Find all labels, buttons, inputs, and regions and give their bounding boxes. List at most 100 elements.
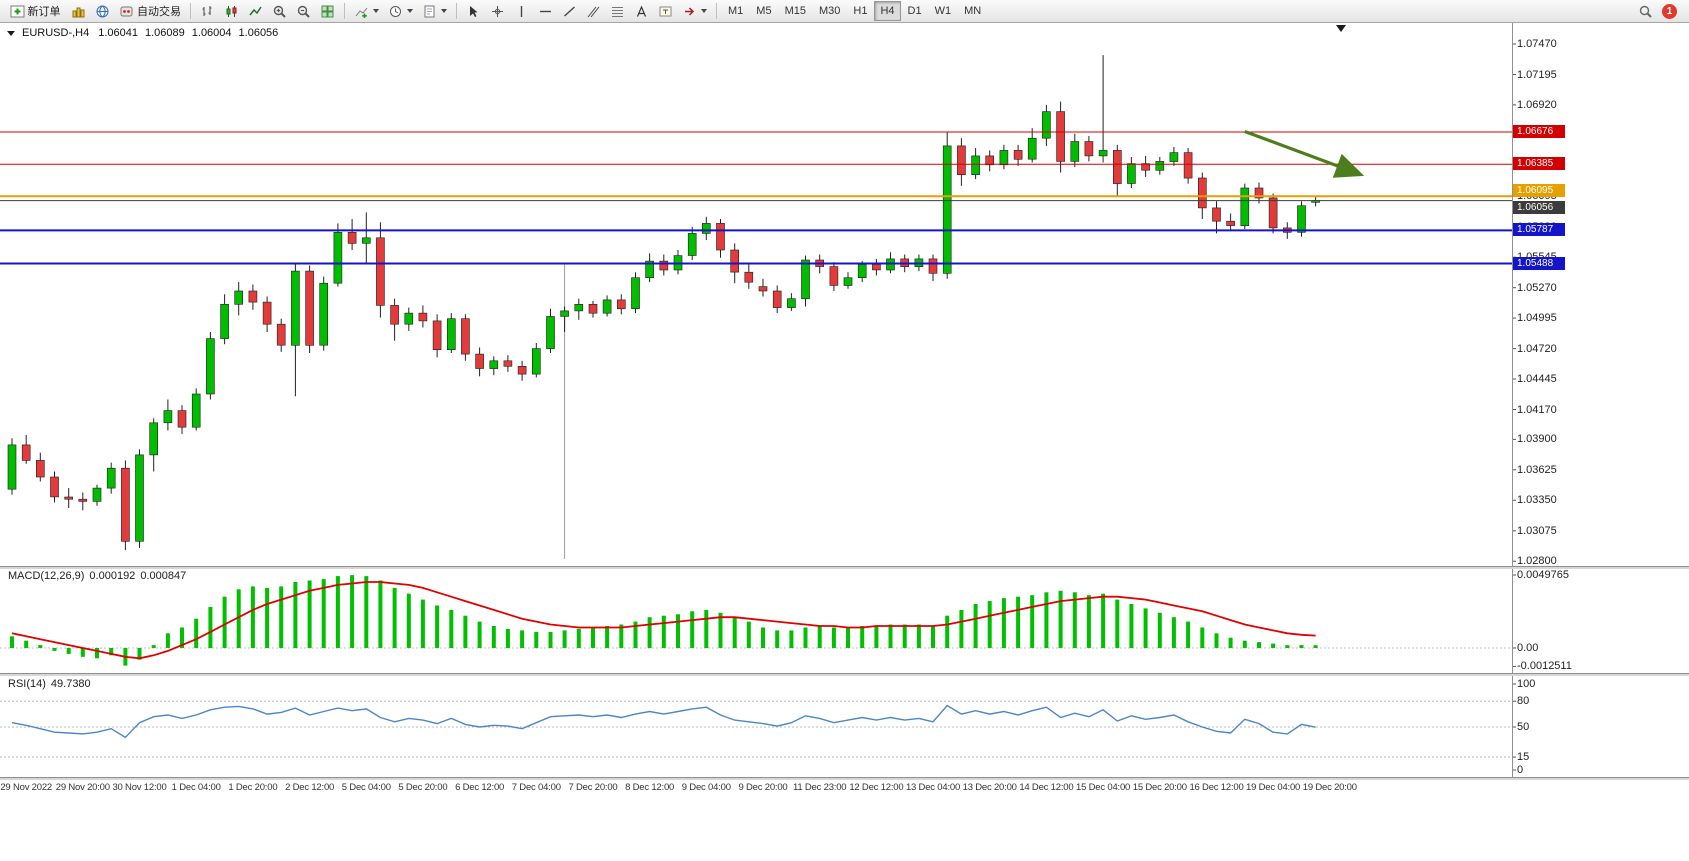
timeframe-button-m5[interactable]: M5	[756, 5, 772, 17]
notification-badge[interactable]: 1	[1662, 3, 1677, 19]
rsi-panel-title: RSI(14) 49.7380	[8, 678, 96, 690]
vertical-line-button[interactable]	[510, 1, 533, 21]
time-axis-label: 5 Dec 20:00	[398, 782, 448, 793]
tile-windows-button[interactable]	[316, 1, 339, 21]
text-label-icon	[659, 6, 672, 16]
channel-button[interactable]	[582, 1, 605, 21]
time-axis-label: 19 Dec 20:00	[1302, 782, 1357, 793]
fibonacci-icon	[612, 6, 623, 17]
crosshair-button[interactable]	[486, 1, 509, 21]
time-axis-border	[0, 777, 1689, 780]
text-icon	[636, 4, 647, 17]
rsi-title: RSI(14)	[8, 678, 46, 690]
bid-price-price-label: 1.06056	[1513, 200, 1565, 214]
arrows-button[interactable]	[678, 1, 711, 21]
price-scale-tick: 1.07470	[1517, 38, 1557, 50]
trendline-button[interactable]	[558, 1, 581, 21]
profiles-icon	[96, 5, 109, 17]
price-scale-tick: 1.03350	[1517, 494, 1557, 507]
periods-button[interactable]	[384, 1, 417, 21]
toolbar-separator	[344, 3, 345, 19]
level-lines	[0, 131, 1512, 265]
time-axis-label: 7 Dec 20:00	[568, 782, 618, 793]
charts-icon	[72, 7, 85, 17]
candlestick-chart-icon	[226, 5, 237, 17]
price-scale-tick: 1.05270	[1517, 281, 1557, 294]
time-axis-label: 13 Dec 04:00	[905, 782, 961, 793]
ohlc-high: 1.06089	[145, 27, 185, 39]
price-scale-tick: 1.03625	[1517, 463, 1557, 476]
price-scale-tick: 1.04720	[1517, 342, 1557, 355]
horizontal-line-icon	[540, 10, 551, 12]
time-axis-label: 29 Nov 2022	[0, 782, 53, 793]
auto-trading-icon	[120, 6, 133, 16]
time-axis-label: 2 Dec 12:00	[285, 782, 335, 793]
text-button[interactable]	[630, 1, 653, 21]
timeframe-buttons: M1 M5 M15 M30 H1 H4 D1 W1 MN	[722, 1, 987, 21]
time-axis-label: 30 Nov 12:00	[112, 782, 167, 793]
timeframe-button-d1[interactable]: D1	[907, 5, 922, 17]
level-price-label: 1.06676	[1513, 125, 1565, 138]
time-axis-label: 29 Nov 20:00	[55, 782, 110, 793]
one-click-trading-toggle-icon[interactable]	[7, 30, 15, 36]
time-axis-label: 8 Dec 12:00	[625, 782, 675, 793]
time-axis-label: 9 Dec 20:00	[738, 782, 788, 793]
level-price-label: 1.06385	[1513, 157, 1565, 171]
candlestick-chart-button[interactable]	[220, 1, 243, 21]
time-axis-label: 11 Dec 23:00	[792, 782, 847, 793]
profiles-button[interactable]	[91, 1, 114, 21]
new-order-button[interactable]: 新订单	[4, 1, 66, 21]
search-button[interactable]	[1634, 1, 1657, 21]
timeframe-button-m1[interactable]: M1	[728, 5, 744, 17]
text-label-button[interactable]	[654, 1, 677, 21]
cursor-button[interactable]	[462, 1, 485, 21]
chevron-down-icon	[441, 9, 447, 13]
ohlc-open: 1.06041	[98, 27, 138, 39]
rsi-scale-tick: 50	[1517, 721, 1530, 733]
toolbar-separator	[190, 3, 191, 19]
rsi-splitter[interactable]	[0, 673, 1689, 676]
timeframe-button-h1[interactable]: H1	[853, 5, 868, 17]
bar-chart-icon	[202, 5, 212, 16]
timeframe-button-h4[interactable]: H4	[874, 1, 901, 21]
auto-trading-button[interactable]: 自动交易	[115, 1, 185, 21]
price-scale-tick: 1.04445	[1517, 373, 1557, 385]
line-chart-button[interactable]	[244, 1, 267, 21]
toolbar-separator	[456, 3, 457, 19]
timeframe-button-m15[interactable]: M15	[784, 5, 806, 17]
indicators-button[interactable]	[350, 1, 383, 21]
line-chart-icon	[249, 6, 262, 15]
time-axis-label: 6 Dec 12:00	[455, 782, 505, 793]
timeframe-button-mn[interactable]: MN	[964, 5, 982, 17]
charts-button[interactable]	[67, 1, 90, 21]
chevron-down-icon	[373, 9, 379, 13]
search-icon	[1639, 5, 1652, 18]
macd-scale-tick: 0.00	[1517, 642, 1539, 654]
periods-icon	[390, 5, 401, 17]
timeframe-button-m30[interactable]: M30	[818, 5, 841, 17]
timeframe-button-w1[interactable]: W1	[934, 5, 952, 17]
cursor-icon	[470, 5, 478, 17]
macd-value: 0.000192	[89, 570, 136, 582]
price-scale-tick: 1.06920	[1517, 98, 1557, 111]
zoom-out-button[interactable]	[292, 1, 315, 21]
time-axis-label: 15 Dec 04:00	[1076, 782, 1131, 793]
macd-signal-line	[11, 581, 1316, 660]
price-scale-tick: 1.04995	[1517, 312, 1557, 325]
macd-signal-value: 0.000847	[140, 570, 187, 582]
macd-splitter[interactable]	[0, 566, 1689, 569]
horizontal-line-button[interactable]	[534, 1, 557, 21]
rsi-scale-tick: 15	[1517, 751, 1530, 764]
new-order-icon	[10, 5, 24, 17]
macd-panel-title: MACD(12,26,9) 0.000192 0.000847	[8, 570, 191, 582]
zoom-in-button[interactable]	[268, 1, 291, 21]
templates-button[interactable]	[418, 1, 451, 21]
channel-icon	[587, 6, 600, 17]
indicators-icon	[355, 7, 368, 18]
toolbar-separator	[716, 3, 717, 19]
time-axis-label: 16 Dec 12:00	[1189, 782, 1244, 793]
fibonacci-button[interactable]	[606, 1, 629, 21]
bar-chart-button[interactable]	[196, 1, 219, 21]
